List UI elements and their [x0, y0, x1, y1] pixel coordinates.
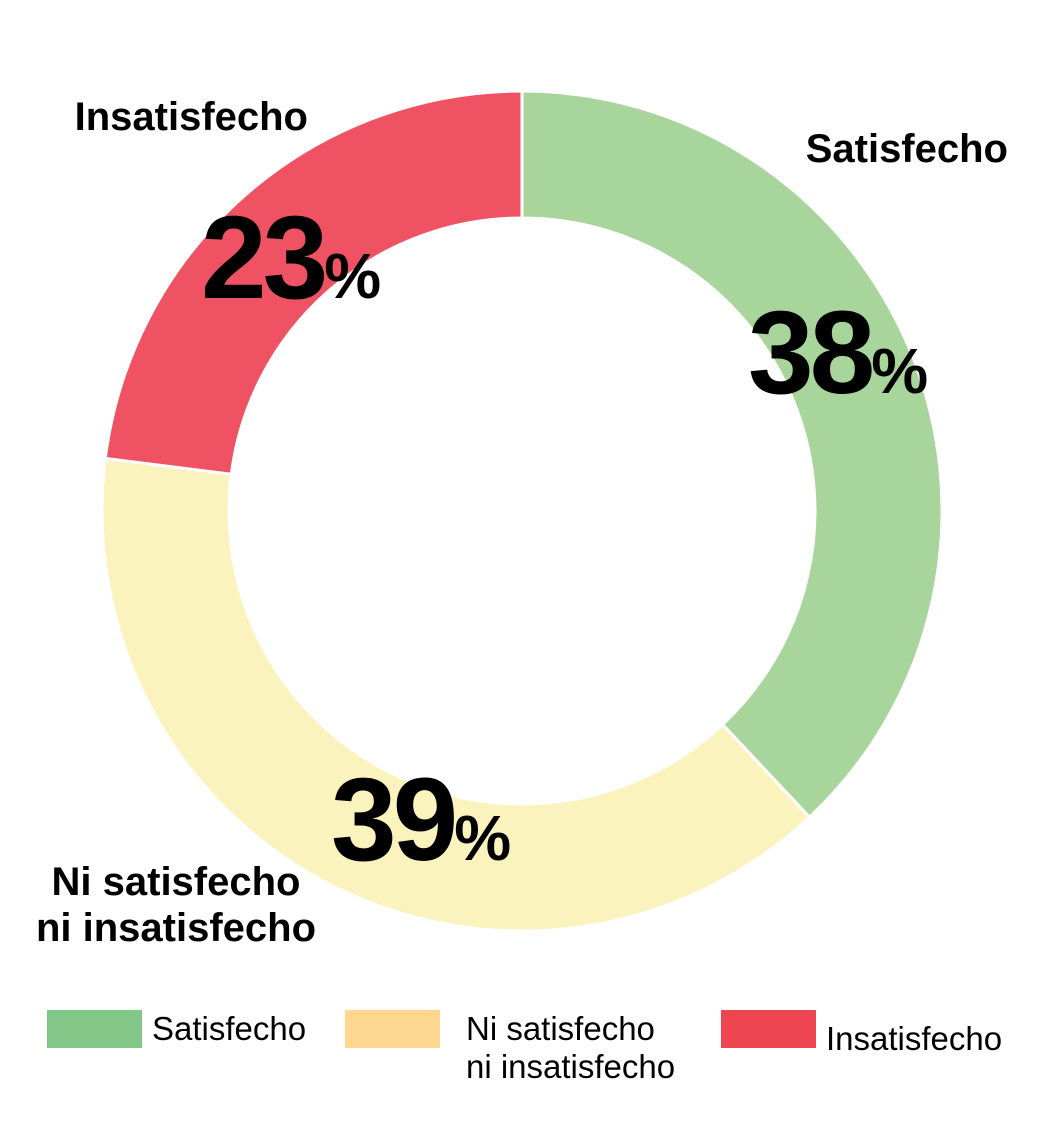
legend: Satisfecho Ni satisfecho ni insatisfecho…	[0, 1010, 1039, 1120]
label-neutral-line2: ni insatisfecho	[36, 906, 316, 950]
label-neutral-line1: Ni satisfecho	[52, 860, 301, 904]
legend-item-insatisfecho: Insatisfecho	[721, 1010, 1002, 1058]
pct-neutral-sign: %	[454, 802, 511, 874]
legend-item-satisfecho: Satisfecho	[47, 1010, 306, 1048]
pct-satisfecho-sign: %	[871, 335, 928, 407]
pct-insatisfecho: 23%	[201, 192, 381, 324]
legend-label-satisfecho: Satisfecho	[152, 1010, 307, 1047]
legend-item-neutral: Ni satisfecho ni insatisfecho	[345, 1010, 675, 1086]
donut-slices	[100, 89, 944, 933]
slice-neutral	[100, 456, 812, 933]
pct-satisfecho-value: 38	[748, 287, 872, 419]
legend-label-insatisfecho: Insatisfecho	[826, 1020, 1003, 1057]
pct-insatisfecho-value: 23	[201, 192, 325, 324]
pct-satisfecho: 38%	[748, 287, 928, 419]
label-insatisfecho: Insatisfecho	[75, 95, 308, 139]
label-satisfecho: Satisfecho	[806, 127, 1008, 171]
pct-neutral-value: 39	[331, 754, 455, 886]
legend-swatch-neutral	[345, 1010, 440, 1048]
legend-swatch-insatisfecho	[721, 1010, 816, 1048]
legend-label-neutral: Ni satisfecho ni insatisfecho	[466, 1010, 676, 1085]
pct-insatisfecho-sign: %	[324, 240, 381, 312]
legend-swatch-satisfecho	[47, 1010, 142, 1048]
pct-neutral: 39%	[331, 754, 511, 886]
slice-insatisfecho	[103, 89, 524, 476]
slice-satisfecho	[520, 89, 944, 820]
donut-chart: Insatisfecho Satisfecho Ni satisfecho ni…	[36, 89, 1008, 950]
